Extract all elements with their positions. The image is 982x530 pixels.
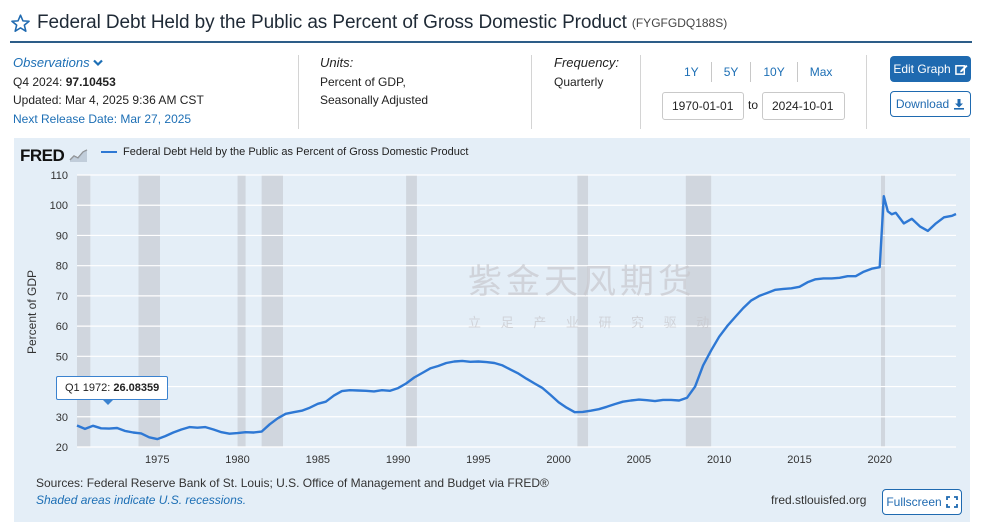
next-release-link[interactable]: Next Release Date: Mar 27, 2025 [13,111,192,126]
x-tick-label: 1975 [145,454,169,466]
edit-graph-label: Edit Graph [893,62,951,76]
range-1y-button[interactable]: 1Y [684,65,699,79]
legend-line-swatch [101,151,117,153]
recession-band [77,175,91,447]
start-date-input[interactable]: 1970-01-01 [662,92,744,120]
end-date-input[interactable]: 2024-10-01 [762,92,845,120]
meta-divider [531,55,532,129]
units-line-1: Percent of GDP, [320,74,406,89]
recession-band [685,175,712,447]
graph-panel [14,138,970,522]
y-tick-label: 20 [56,442,68,454]
x-tick-label: 2020 [867,454,891,466]
edit-graph-button[interactable]: Edit Graph [890,56,971,82]
y-tick-label: 110 [50,170,68,182]
x-tick-label: 2005 [627,454,651,466]
units-line-2: Seasonally Adjusted [320,93,429,107]
x-tick-label: 1985 [306,454,330,466]
range-buttons: 1Y 5Y 10Y Max [672,62,844,82]
y-tick-label: 30 [56,412,68,424]
x-tick-label: 2000 [546,454,570,466]
fullscreen-icon [945,496,958,508]
y-axis-label: Percent of GDP [25,270,39,354]
observations-dropdown[interactable]: Observations [13,54,204,73]
series-line [76,195,957,441]
data-tooltip: Q1 1972: 26.08359 [56,376,168,400]
y-tick-label: 70 [56,291,68,303]
x-tick-label: 2015 [787,454,811,466]
x-axis-ticks: 1975 1980 1985 1990 1995 2000 2005 2010 2015 2020 [145,454,892,466]
range-max-button[interactable]: Max [809,65,833,79]
range-5y-button[interactable]: 5Y [723,65,739,79]
units-block: Units: Percent of GDP, Seasonally Adjust… [320,54,428,110]
meta-divider [640,55,641,129]
updated-timestamp: Updated: Mar 4, 2025 9:36 AM CST [13,93,204,107]
recession-band [406,175,417,447]
observations-heading: Observations [13,55,90,70]
frequency-value: Quarterly [554,74,604,89]
download-icon [954,99,965,110]
fred-logo[interactable]: FRED [20,146,88,166]
frequency-block: Frequency: Quarterly [554,54,619,91]
fred-chart-icon [69,149,87,162]
chevron-down-icon [92,59,103,67]
observations-block: Observations Q4 2024: 97.10453 Updated: … [13,54,204,128]
recession-shading [77,175,886,447]
y-tick-label: 90 [56,230,68,242]
tooltip-pointer [102,399,114,405]
date-range-to-label: to [748,98,759,112]
chart-grid [77,174,956,448]
range-10y-button[interactable]: 10Y [763,65,785,79]
x-tick-label: 1980 [225,454,249,466]
download-button[interactable]: Download [890,91,971,117]
units-heading: Units: [320,55,354,70]
latest-period: Q4 2024: [13,74,63,89]
fullscreen-button[interactable]: Fullscreen [882,489,962,515]
x-tick-label: 1995 [466,454,490,466]
meta-divider [866,55,867,129]
fullscreen-label: Fullscreen [886,495,942,509]
recession-band [577,175,589,447]
y-tick-label: 60 [56,321,68,333]
recession-note: Shaded areas indicate U.S. recessions. [36,493,247,507]
meta-divider [298,55,299,129]
y-tick-label: 80 [56,261,68,273]
title-divider [10,41,972,43]
range-separator [750,62,752,82]
recession-band [237,175,246,447]
x-tick-label: 1990 [386,454,410,466]
latest-value: 97.10453 [65,74,116,89]
latest-observation: Q4 2024: 97.10453 [13,73,204,92]
range-separator [796,62,798,82]
recession-band [138,175,161,447]
y-axis-ticks: 2030405060708090100110 [50,170,68,454]
legend-label: Federal Debt Held by the Public as Perce… [123,146,469,158]
x-tick-label: 2010 [707,454,731,466]
watermark-text: 紫金天风期货 [468,263,696,301]
favorite-star-icon[interactable] [10,13,31,34]
recession-band [881,175,886,447]
frequency-heading: Frequency: [554,55,620,70]
tooltip-label: Q1 1972: [65,382,111,394]
sources-note: Sources: Federal Reserve Bank of St. Lou… [36,476,549,490]
range-separator [710,62,712,82]
download-label: Download [895,97,950,111]
recession-band [261,175,283,447]
title-row: Federal Debt Held by the Public as Perce… [10,10,727,36]
chart-legend: Federal Debt Held by the Public as Perce… [101,146,468,158]
series-title: Federal Debt Held by the Public as Perce… [37,12,627,33]
y-tick-label: 100 [50,200,68,212]
edit-icon [954,64,968,75]
series-code: (FYGFGDQ188S) [631,16,728,30]
fred-logo-text: FRED [20,146,65,165]
site-url: fred.stlouisfed.org [771,493,867,507]
y-tick-label: 50 [56,351,68,363]
watermark-slogan: 立 足 产 业 研 究 驱 动 [468,315,718,330]
tooltip-value: 26.08359 [113,382,160,394]
